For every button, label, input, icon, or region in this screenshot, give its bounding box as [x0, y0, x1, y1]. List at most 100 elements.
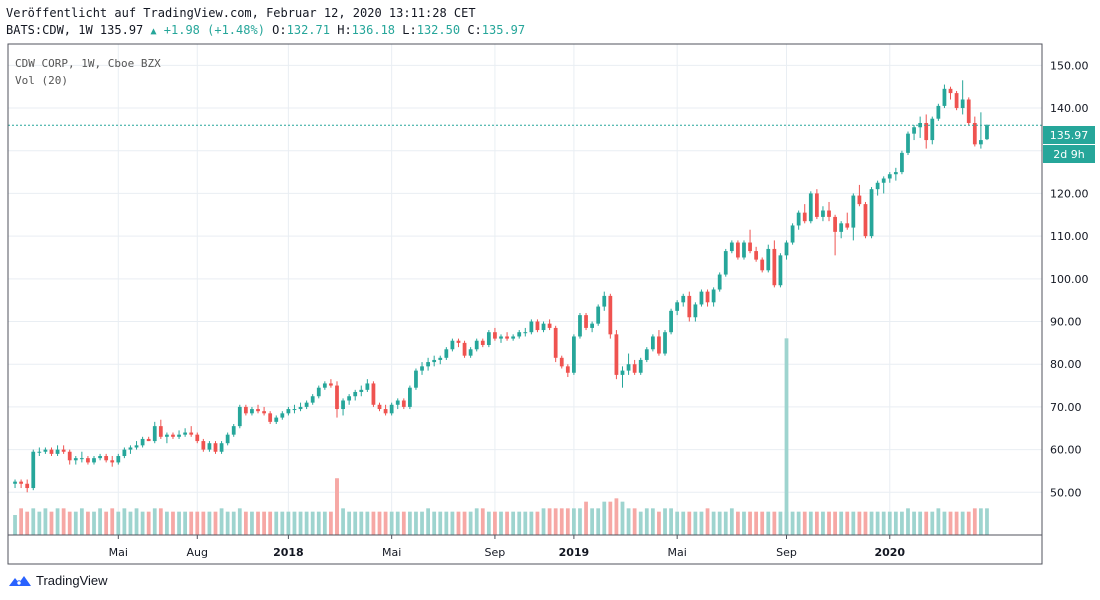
volume-bar: [128, 511, 133, 535]
volume-bar: [134, 508, 139, 535]
volume-bar: [985, 508, 989, 535]
candle-body: [280, 413, 285, 418]
volume-bar: [395, 511, 400, 535]
candle-body: [73, 458, 78, 461]
candle-body: [650, 336, 655, 350]
volume-bar: [827, 511, 831, 535]
time-tick-label: Mai: [382, 546, 401, 559]
volume-bar: [736, 511, 740, 535]
candle-body: [584, 315, 588, 328]
chart-legend-title: CDW CORP, 1W, Cboe BZX: [15, 57, 161, 70]
volume-bar: [31, 508, 36, 535]
volume-bar: [499, 511, 503, 535]
candle-body: [644, 349, 649, 360]
volume-bar: [450, 511, 455, 535]
volume-bar: [365, 511, 370, 535]
volume-bar: [152, 508, 157, 535]
volume-bar: [596, 508, 601, 535]
footer-brand[interactable]: TradingView: [8, 573, 108, 588]
candle-body: [19, 481, 23, 484]
candle-body: [450, 340, 455, 350]
volume-bar: [304, 511, 309, 535]
volume-bar: [268, 511, 273, 535]
volume-bar: [729, 508, 734, 535]
candle-body: [833, 216, 837, 232]
candle-body: [201, 441, 206, 450]
candle-body: [286, 409, 291, 414]
candle-body: [626, 364, 631, 371]
volume-bar: [43, 508, 48, 535]
tradingview-logo-icon: [9, 575, 31, 586]
candle-body: [796, 212, 801, 226]
candle-body: [426, 362, 430, 367]
candle-body: [146, 438, 151, 442]
candle-body: [322, 383, 327, 388]
candle-body: [608, 295, 613, 335]
candle-body: [165, 434, 169, 437]
volume-bar: [632, 508, 637, 535]
candle-body: [92, 458, 96, 463]
candle-body: [86, 458, 90, 463]
candle-body: [189, 432, 194, 435]
countdown-box: [1043, 145, 1095, 163]
price-tick-label: 70.00: [1050, 401, 1082, 414]
volume-bar: [347, 511, 352, 535]
volume-bar: [893, 511, 898, 535]
chart-legend-volume: Vol (20): [15, 74, 68, 87]
volume-bar: [353, 511, 358, 535]
candle-body: [231, 426, 236, 435]
volume-bar: [608, 501, 613, 535]
candle-body: [213, 443, 218, 452]
candle-body: [954, 93, 959, 109]
candle-body: [98, 456, 102, 459]
candle-body: [365, 383, 370, 390]
candle-body: [499, 336, 503, 339]
volume-bar: [669, 508, 673, 535]
volume-bar: [225, 511, 230, 535]
volume-bar: [529, 511, 534, 535]
volume-bar: [796, 511, 801, 535]
volume-bar: [863, 511, 868, 535]
candle-body: [924, 122, 929, 141]
candle-body: [274, 417, 279, 422]
candle-body: [304, 402, 309, 407]
candle-body: [468, 349, 473, 356]
price-tick-label: 120.00: [1050, 187, 1089, 200]
candle-body: [717, 274, 722, 290]
volume-bar: [657, 511, 661, 535]
price-tick-label: 90.00: [1050, 316, 1082, 329]
candle-body: [638, 359, 643, 373]
volume-bar: [833, 511, 837, 535]
time-tick-label: 2019: [559, 546, 590, 559]
volume-bar: [493, 511, 497, 535]
candle-body: [827, 210, 831, 217]
volume-bar: [371, 511, 376, 535]
volume-bar: [620, 501, 625, 535]
candle-body: [243, 406, 248, 414]
candle-body: [49, 449, 54, 454]
volume-bar: [906, 508, 910, 535]
volume-bar: [341, 508, 345, 535]
candle-body: [43, 449, 48, 452]
candle-body: [729, 242, 734, 252]
candle-body: [335, 385, 339, 410]
volume-bar: [565, 508, 570, 535]
volume-bar: [243, 511, 248, 535]
candle-body: [79, 458, 84, 460]
candle-body: [657, 336, 661, 354]
volume-bar: [116, 511, 121, 535]
price-tick-label: 60.00: [1050, 444, 1082, 457]
candle-body: [341, 400, 345, 410]
open-label: O:: [272, 23, 287, 37]
candle-body: [845, 223, 850, 228]
candle-body: [590, 323, 595, 328]
candle-body: [821, 210, 825, 217]
volume-bar: [256, 511, 260, 535]
volume-bar: [389, 511, 394, 535]
high-label: H:: [337, 23, 352, 37]
time-tick-label: 2018: [273, 546, 304, 559]
volume-bar: [802, 511, 807, 535]
candle-body: [262, 411, 266, 414]
volume-bar: [98, 508, 102, 535]
candle-body: [620, 370, 625, 375]
